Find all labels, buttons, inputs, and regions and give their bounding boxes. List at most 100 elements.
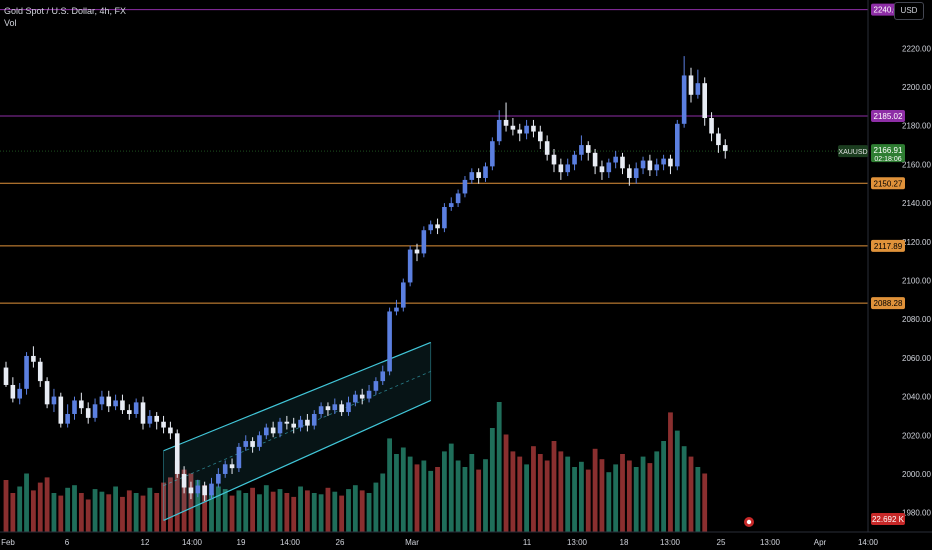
candle-body: [620, 156, 625, 169]
candle-body: [387, 311, 392, 372]
time-tick-label: 14:00: [280, 538, 301, 547]
volume-bar: [195, 480, 201, 532]
volume-bar: [448, 443, 454, 532]
volume-bar: [215, 486, 221, 532]
volume-bar: [291, 496, 297, 532]
time-tick-label: 12: [141, 538, 150, 547]
channel-lower-line[interactable]: [163, 399, 431, 521]
price-axis[interactable]: 1980.00 2000.00 2020.00 2040.00 2060.00 2080.…: [902, 44, 931, 517]
candle-body: [3, 367, 9, 385]
volume-bar: [428, 470, 434, 532]
currency-button[interactable]: USD: [894, 2, 924, 20]
parallel-channel[interactable]: [163, 341, 432, 521]
volume-bar: [346, 489, 351, 532]
volume-bar: [585, 469, 591, 532]
candle-body: [373, 381, 379, 391]
price-tick-label: 2180.00: [902, 122, 931, 131]
candle-body: [243, 441, 249, 447]
candle-body: [524, 125, 529, 134]
volume-bar: [188, 473, 194, 532]
volume-bar: [257, 494, 262, 532]
volume-bar: [229, 495, 235, 532]
volume-bar: [78, 493, 84, 532]
candle-body: [44, 381, 50, 405]
candle-body: [113, 400, 118, 407]
volume-bar: [695, 467, 701, 532]
level-price-label: 2150.27: [874, 179, 903, 188]
symbol-tag-label: XAUUSD: [838, 149, 867, 156]
candle-body: [24, 355, 29, 389]
candle-body: [229, 464, 235, 469]
volume-bar: [154, 493, 160, 532]
candle-body: [716, 133, 721, 146]
time-tick-label: Apr: [814, 538, 827, 547]
candle-body: [455, 193, 461, 204]
candle-body: [188, 487, 194, 494]
time-tick-label: 6: [65, 538, 70, 547]
candle-body: [359, 394, 365, 399]
time-tick-label: 13:00: [760, 538, 781, 547]
volume-bar: [58, 495, 64, 532]
candlesticks: [3, 56, 728, 502]
candle-body: [469, 172, 475, 180]
candle-body: [31, 355, 36, 362]
current-price-value: 2166.91: [874, 146, 903, 155]
candle-body: [311, 413, 317, 426]
candle-body: [236, 446, 242, 469]
volume-bar: [168, 477, 173, 532]
volume-bar: [435, 467, 440, 532]
volume-bar: [366, 493, 372, 532]
candle-body: [592, 152, 598, 167]
candle-body: [10, 384, 16, 399]
volume-indicator-label[interactable]: Vol: [4, 18, 17, 28]
volume-bar: [311, 493, 317, 532]
volume-bars: [3, 402, 708, 532]
volume-bar: [92, 489, 98, 532]
time-axis[interactable]: Feb 6 12 14:00 19 14:00 26 Mar 11 13:00 18 13:00 25 1…: [0, 531, 932, 547]
volume-bar: [339, 495, 345, 532]
horizontal-levels[interactable]: [0, 9, 868, 304]
candle-body: [476, 172, 481, 178]
candle-body: [305, 419, 310, 426]
volume-bar: [263, 485, 269, 532]
volume-bar: [106, 494, 112, 532]
candle-body: [147, 415, 153, 424]
volume-bar: [606, 472, 612, 532]
volume-bar: [387, 438, 392, 532]
volume-bar: [626, 460, 632, 532]
price-tick-label: 2100.00: [902, 277, 931, 286]
volume-bar: [421, 460, 427, 532]
price-tick-label: 2140.00: [902, 199, 931, 208]
volume-bar: [222, 489, 228, 532]
volume-bar: [654, 451, 660, 532]
volume-bar: [99, 491, 105, 532]
candle-body: [209, 483, 214, 496]
price-tick-label: 2200.00: [902, 83, 931, 92]
candle-body: [284, 421, 290, 424]
candle-body: [538, 131, 543, 142]
candle-body: [695, 83, 701, 95]
candle-body: [195, 485, 201, 494]
candle-body: [503, 119, 509, 126]
volume-bar: [209, 493, 214, 532]
volume-bar: [380, 473, 386, 532]
volume-bar: [544, 460, 550, 532]
candle-body: [428, 224, 433, 231]
candle-body: [291, 423, 296, 428]
candle-body: [174, 433, 180, 474]
time-tick-label: 14:00: [858, 538, 879, 547]
candle-body: [517, 129, 523, 134]
candle-body: [613, 156, 618, 163]
candle-body: [298, 419, 303, 428]
candle-body: [544, 141, 550, 155]
candle-body: [222, 464, 228, 474]
candle-body: [106, 396, 112, 407]
candle-body: [442, 206, 447, 229]
candle-body: [688, 75, 694, 95]
volume-bar: [558, 451, 564, 532]
level-price-tag: [871, 239, 905, 252]
volume-bar: [250, 487, 255, 532]
volume-bar: [414, 464, 420, 532]
channel-upper-line[interactable]: [163, 341, 431, 452]
